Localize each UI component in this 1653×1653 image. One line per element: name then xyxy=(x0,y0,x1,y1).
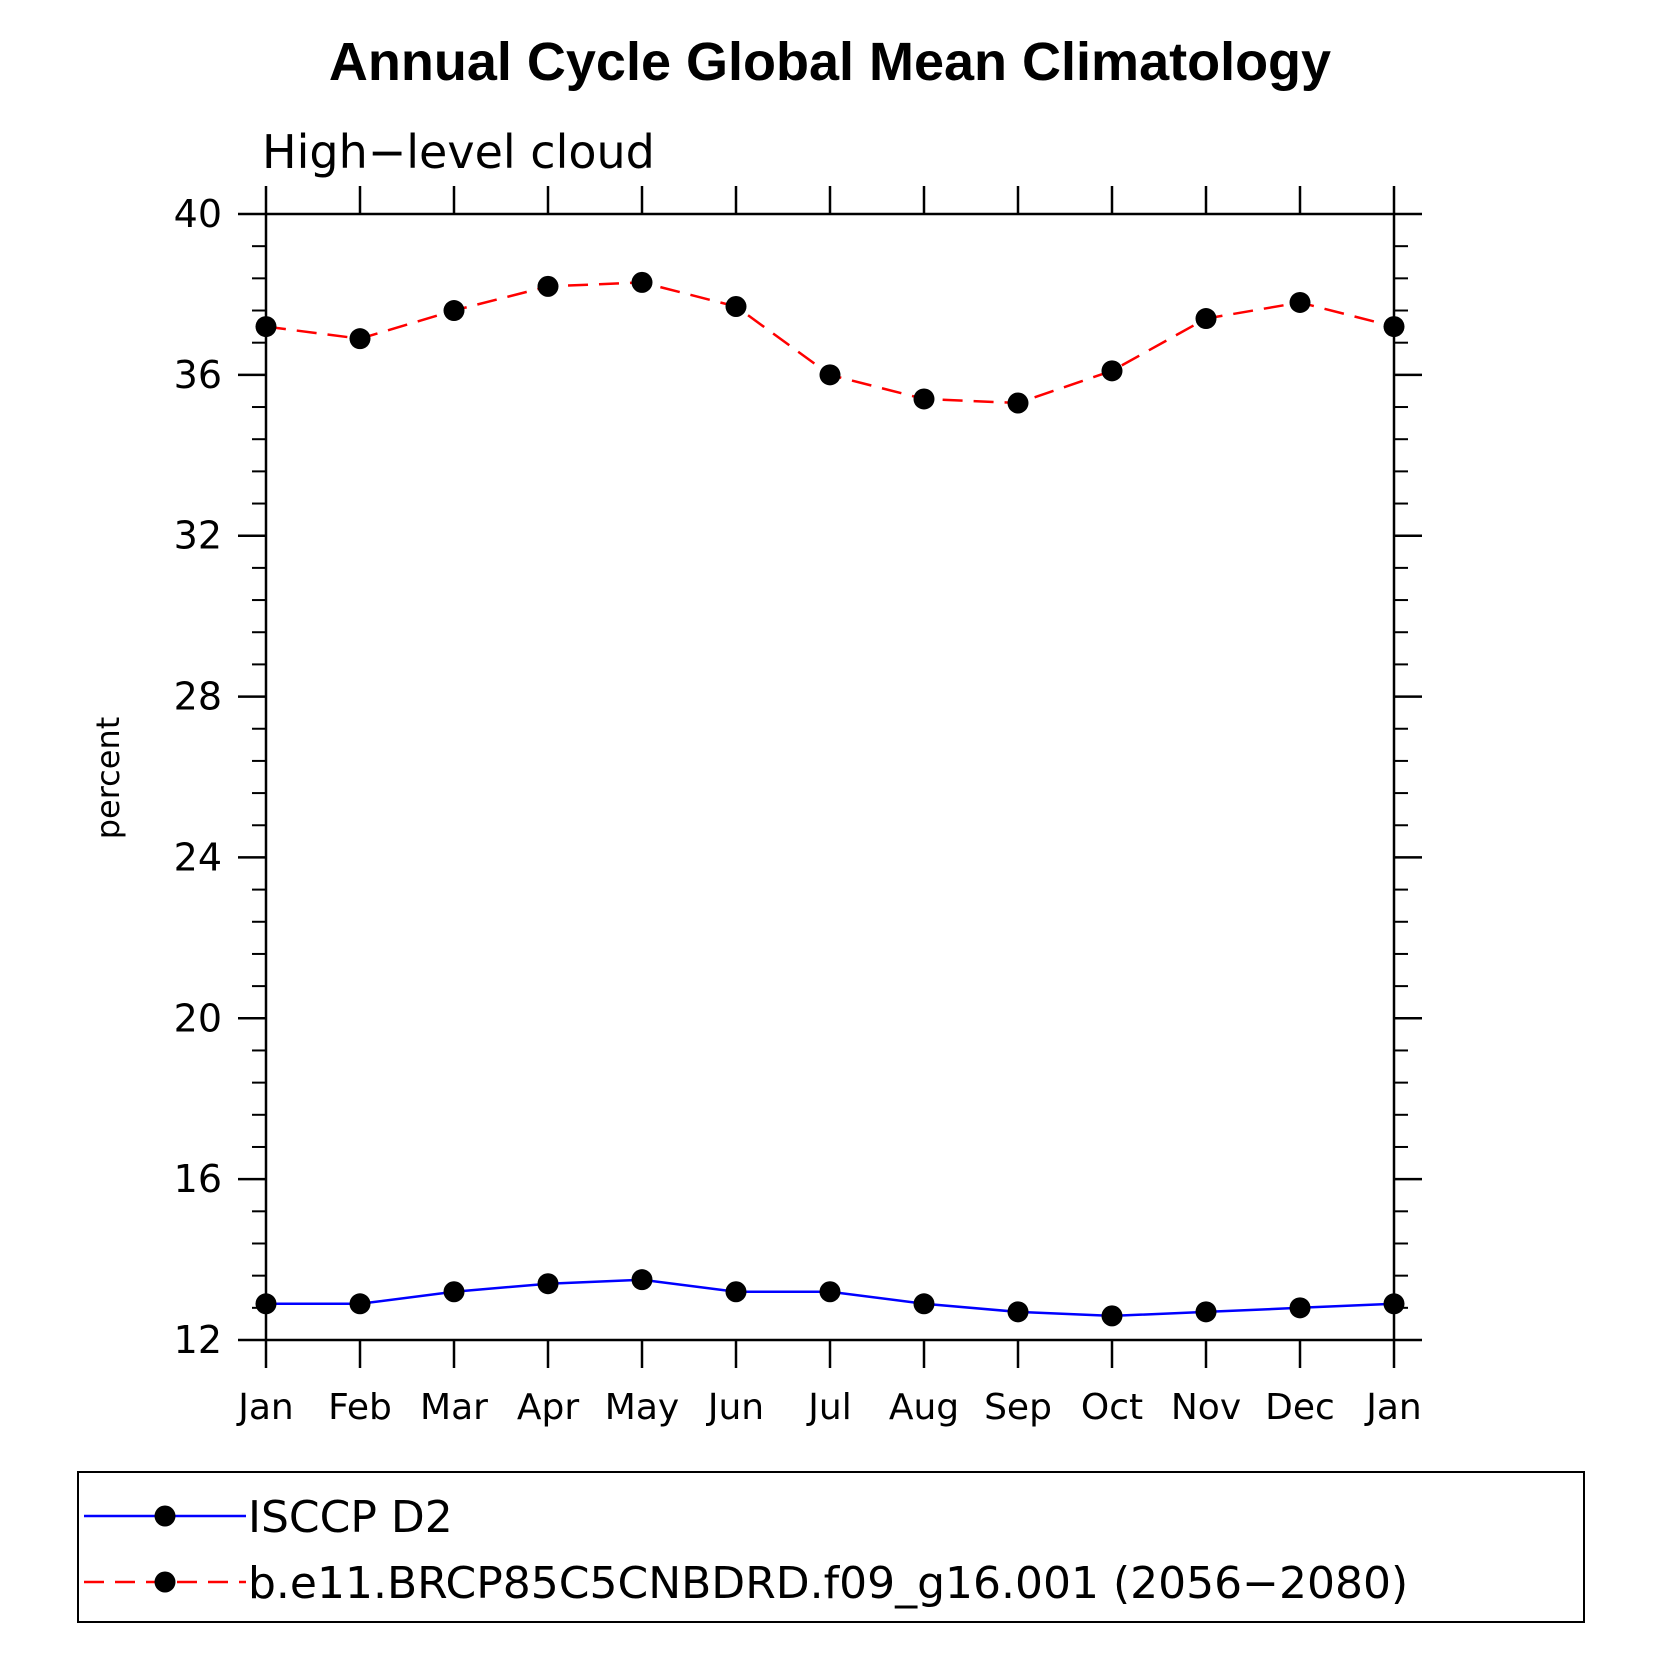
y-tick-label: 32 xyxy=(174,514,222,558)
series-2-point xyxy=(1383,316,1405,338)
legend-box xyxy=(77,1471,1585,1623)
x-tick-label: Nov xyxy=(1171,1387,1241,1428)
x-tick-label: Mar xyxy=(420,1387,488,1428)
series-1-point xyxy=(1007,1301,1029,1323)
series-1-point xyxy=(913,1293,935,1315)
series-2-point xyxy=(537,275,559,297)
series-2-point xyxy=(349,328,371,350)
series-1-point xyxy=(1289,1297,1311,1319)
data-series xyxy=(255,271,1405,1327)
x-tick-label: Dec xyxy=(1265,1387,1335,1428)
x-tick-labels: Jan Feb Mar Apr May Jun Jul Aug Sep Oct Nov Dec Jan xyxy=(236,1387,1422,1428)
y-tick-label: 16 xyxy=(174,1157,222,1201)
x-tick-label: Aug xyxy=(889,1387,959,1428)
series-1-point xyxy=(1195,1301,1217,1323)
x-tick-label: Jan xyxy=(236,1387,294,1428)
x-tick-label: Jul xyxy=(806,1387,851,1428)
series-2-point xyxy=(631,271,653,293)
y-tick-label: 28 xyxy=(174,675,222,719)
series-2-point xyxy=(443,300,465,322)
series-2-point xyxy=(1101,360,1123,382)
series-1-point xyxy=(349,1293,371,1315)
y-axis-label: percent xyxy=(89,717,127,840)
series-1-point xyxy=(255,1293,277,1315)
y-tick-label: 20 xyxy=(174,996,222,1040)
x-tick-label: Oct xyxy=(1081,1387,1143,1428)
chart-subtitle: High−level cloud xyxy=(262,125,655,179)
series-1-point xyxy=(537,1273,559,1295)
series-2-point xyxy=(913,388,935,410)
y-tick-label: 24 xyxy=(174,835,222,879)
chart-title: Annual Cycle Global Mean Climatology xyxy=(329,32,1331,92)
x-tick-label: Apr xyxy=(517,1387,579,1428)
y-tick-label: 40 xyxy=(174,192,222,236)
x-tick-label: Jun xyxy=(706,1387,764,1428)
x-tick-label: Feb xyxy=(328,1387,392,1428)
series-1-point xyxy=(1383,1293,1405,1315)
series-1-point xyxy=(819,1281,841,1303)
series-1-point xyxy=(631,1269,653,1291)
x-tick-label: May xyxy=(605,1387,679,1428)
series-2-point xyxy=(255,316,277,338)
legend-marker-2 xyxy=(154,1571,176,1593)
legend-label-2: b.e11.BRCP85C5CNBDRD.f09_g16.001 (2056−2… xyxy=(248,1558,1408,1609)
legend-marker-1 xyxy=(154,1505,176,1527)
series-1-point xyxy=(443,1281,465,1303)
x-tick-label: Jan xyxy=(1364,1387,1422,1428)
legend: ISCCP D2 b.e11.BRCP85C5CNBDRD.f09_g16.001… xyxy=(84,1492,1408,1609)
series-2-point xyxy=(1195,308,1217,330)
legend-label-1: ISCCP D2 xyxy=(248,1492,453,1543)
y-tick-label: 12 xyxy=(174,1318,222,1362)
series-1-point xyxy=(725,1281,747,1303)
series-2-point xyxy=(725,295,747,317)
series-1-point xyxy=(1101,1305,1123,1327)
y-tick-label: 36 xyxy=(174,353,222,397)
series-2-point xyxy=(819,364,841,386)
axis-ticks xyxy=(238,186,1422,1368)
series-2-point xyxy=(1289,291,1311,313)
x-tick-label: Sep xyxy=(984,1387,1052,1428)
series-2-point xyxy=(1007,392,1029,414)
y-tick-labels: 12 16 20 24 28 32 36 40 xyxy=(174,192,222,1362)
